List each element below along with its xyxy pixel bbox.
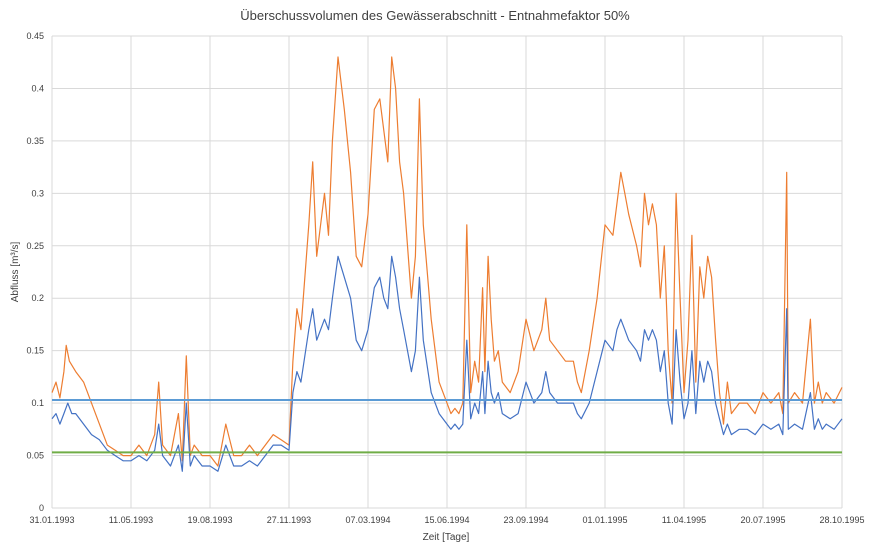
x-tick-label: 23.09.1994 <box>503 515 548 525</box>
chart-title: Überschussvolumen des Gewässerabschnitt … <box>240 8 630 23</box>
y-tick-label: 0.25 <box>26 241 44 251</box>
threshold-lines <box>52 398 842 454</box>
y-tick-label: 0.35 <box>26 136 44 146</box>
y-axis-tick-labels: 0 0.05 0.1 0.15 0.2 0.25 0.3 0.35 0.4 0.45 <box>26 31 44 513</box>
grid-lines <box>51 35 843 509</box>
series-line-1 <box>51 56 843 467</box>
y-tick-label: 0.2 <box>31 293 44 303</box>
x-axis-tick-labels: 31.01.1993 11.05.1993 19.08.1993 27.11.1993… <box>29 515 864 525</box>
x-tick-label: 28.10.1995 <box>819 515 864 525</box>
y-axis-title: Abfluss [m³/s] <box>10 242 21 303</box>
x-tick-label: 15.06.1994 <box>424 515 469 525</box>
x-tick-label: 11.04.1995 <box>662 515 706 525</box>
data-series <box>51 56 843 472</box>
y-tick-label: 0.1 <box>31 398 44 408</box>
x-tick-label: 19.08.1993 <box>187 515 232 525</box>
y-tick-label: 0.4 <box>31 83 44 93</box>
x-tick-label: 31.01.1993 <box>29 515 74 525</box>
series-line-2 <box>51 255 843 472</box>
y-tick-label: 0.15 <box>26 346 44 356</box>
x-tick-label: 01.01.1995 <box>582 515 627 525</box>
y-tick-label: 0 <box>39 503 44 513</box>
x-tick-label: 07.03.1994 <box>345 515 390 525</box>
x-tick-label: 20.07.1995 <box>740 515 785 525</box>
x-tick-label: 11.05.1993 <box>109 515 153 525</box>
x-tick-label: 27.11.1993 <box>267 515 311 525</box>
y-tick-label: 0.3 <box>31 188 44 198</box>
y-tick-label: 0.05 <box>26 451 44 461</box>
y-tick-label: 0.45 <box>26 31 44 41</box>
x-axis-title: Zeit [Tage] <box>423 532 470 543</box>
